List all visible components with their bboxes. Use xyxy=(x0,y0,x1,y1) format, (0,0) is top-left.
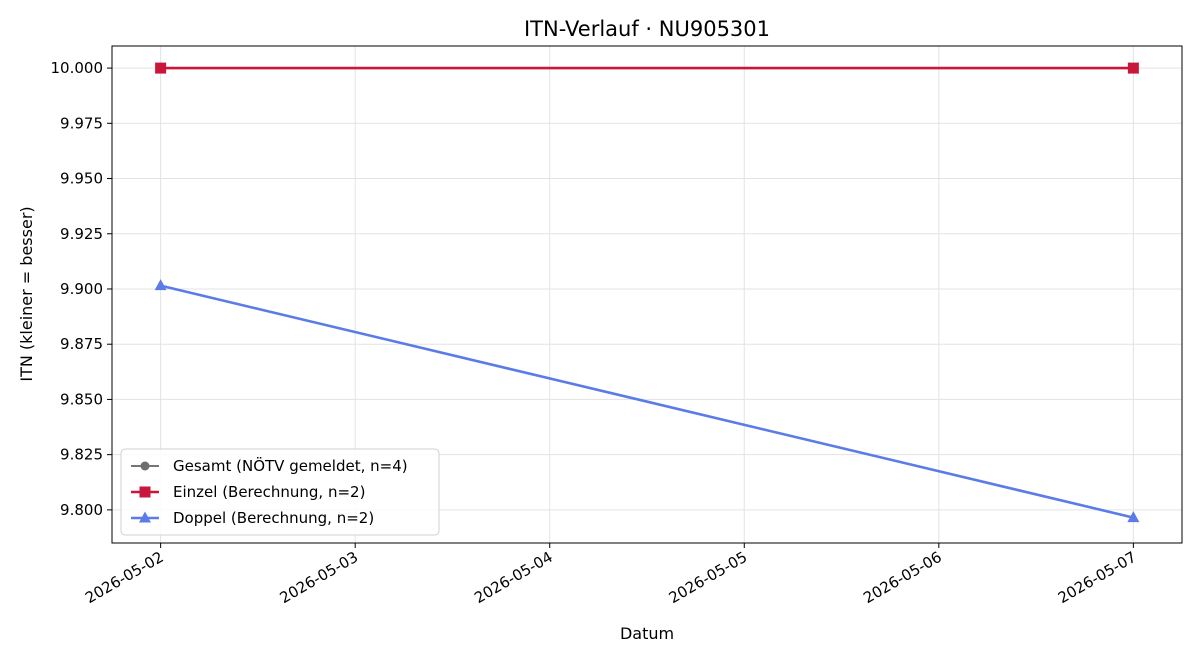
y-tick-label: 9.950 xyxy=(60,170,103,188)
y-axis-title: ITN (kleiner = besser) xyxy=(17,206,36,381)
y-tick-label: 9.825 xyxy=(60,446,103,464)
data-point xyxy=(154,279,167,291)
x-axis-title: Datum xyxy=(620,624,674,643)
plot-frame xyxy=(111,45,1183,544)
series-line xyxy=(160,284,1134,519)
y-tick-label: 9.850 xyxy=(60,390,103,408)
legend-label: Einzel (Berechnung, n=2) xyxy=(173,483,365,501)
legend-marker xyxy=(139,511,151,523)
x-tick-label: 2026-05-02 xyxy=(82,548,167,607)
y-tick-label: 10.000 xyxy=(51,59,104,77)
x-tick-label: 2026-05-05 xyxy=(666,548,751,607)
legend-item: Einzel (Berechnung, n=2) xyxy=(131,483,365,501)
y-tick-label: 9.800 xyxy=(60,501,103,519)
y-tick-label: 9.925 xyxy=(60,225,103,243)
x-tick-label: 2026-05-07 xyxy=(1055,548,1140,607)
x-tick-label: 2026-05-04 xyxy=(471,548,556,607)
data-point xyxy=(1127,62,1139,74)
legend-label: Gesamt (NÖTV gemeldet, n=4) xyxy=(173,456,408,475)
series-2 xyxy=(154,279,1140,523)
grid xyxy=(112,46,1182,543)
chart-title: ITN-Verlauf · NU905301 xyxy=(524,17,770,41)
data-point xyxy=(155,62,167,74)
data-point xyxy=(1127,511,1140,523)
series-layer xyxy=(154,62,1140,523)
legend-marker xyxy=(139,486,151,498)
y-tick-label: 9.900 xyxy=(60,280,103,298)
legend-label: Doppel (Berechnung, n=2) xyxy=(173,509,374,527)
y-tick-label: 9.975 xyxy=(60,114,103,132)
legend-item: Gesamt (NÖTV gemeldet, n=4) xyxy=(131,456,408,475)
legend-marker xyxy=(140,461,150,471)
legend-item: Doppel (Berechnung, n=2) xyxy=(131,509,374,527)
x-tick-label: 2026-05-06 xyxy=(860,548,945,607)
x-tick-label: 2026-05-03 xyxy=(277,548,362,607)
legend-box xyxy=(120,448,440,536)
y-tick-label: 9.875 xyxy=(60,335,103,353)
legend: Gesamt (NÖTV gemeldet, n=4) Einzel (Berec… xyxy=(120,448,440,536)
series-1 xyxy=(155,62,1139,74)
